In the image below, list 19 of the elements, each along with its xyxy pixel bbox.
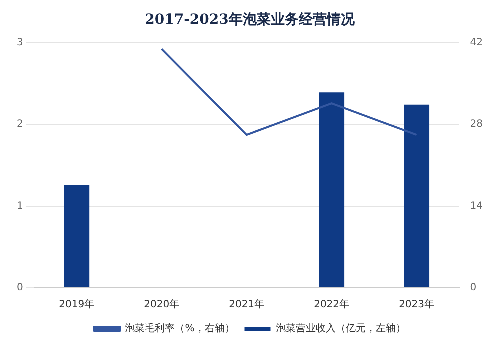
y2-tick-label: 28 (470, 119, 484, 130)
y2-tick-label: 42 (470, 37, 484, 48)
bar (319, 92, 345, 288)
y2-tick-label: 0 (470, 282, 477, 294)
y-tick-label: 2 (16, 119, 24, 130)
legend-label: 泡菜毛利率（%，右轴） (125, 322, 235, 335)
x-tick-label: 2023年 (399, 298, 435, 311)
x-tick-label: 2019年 (59, 298, 95, 311)
y-tick-label: 3 (16, 37, 24, 48)
x-tick-label: 2020年 (144, 298, 180, 311)
y-tick-label: 0 (16, 282, 24, 294)
bar (404, 104, 430, 288)
legend-label: 泡菜营业收入（亿元，左轴） (276, 322, 406, 335)
y2-tick-label: 14 (470, 200, 484, 212)
x-tick-label: 2021年 (229, 298, 265, 311)
x-tick-label: 2022年 (314, 298, 350, 311)
bar (64, 185, 90, 288)
y-tick-label: 1 (16, 200, 24, 212)
chart-title: 2017-2023年泡菜业务经营情况 (145, 12, 356, 28)
